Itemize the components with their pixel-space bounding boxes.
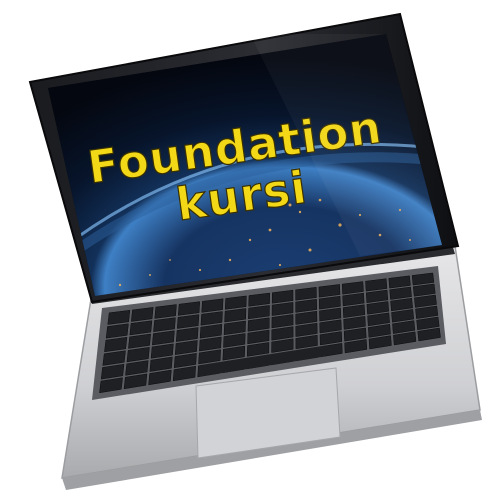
keyboard-key	[391, 309, 415, 323]
keyboard-key	[368, 335, 392, 350]
keyboard-key	[176, 314, 200, 329]
keyboard-key	[388, 275, 411, 289]
keyboard-key	[150, 343, 174, 359]
keyboard-key	[104, 336, 128, 353]
keyboard-key	[295, 298, 318, 313]
keyboard-key	[246, 342, 270, 357]
keyboard-key	[365, 278, 388, 292]
base-front-edge	[62, 410, 482, 490]
keyboard-key	[200, 311, 223, 326]
keyboard-key	[172, 365, 196, 382]
keyboard-key	[173, 353, 197, 369]
keyboard-key	[271, 289, 294, 304]
keyboard-key	[343, 316, 366, 330]
keyboard-key	[248, 305, 270, 320]
keyboard-key	[223, 333, 246, 348]
keyboard-key	[365, 289, 389, 303]
earth-horizon	[59, 142, 442, 252]
keyboard-key	[417, 327, 441, 342]
keyboard-key	[368, 323, 391, 338]
keyboard-key	[414, 294, 437, 308]
spacebar-key	[201, 345, 326, 377]
keyboard-key	[152, 330, 175, 346]
screen-wallpaper: Foundation kursi	[48, 34, 442, 296]
keyboard-key	[130, 307, 154, 322]
keyboard-key	[295, 334, 318, 350]
keyboard-key	[344, 339, 368, 354]
keyboard-key	[198, 349, 221, 365]
keyboard-key	[390, 297, 413, 312]
laptop-lid: Foundation kursi	[28, 12, 460, 304]
keyboard-key	[366, 301, 390, 315]
keyboard-key	[175, 327, 199, 342]
keyboard-key	[100, 363, 125, 380]
keyboard-key	[415, 305, 439, 319]
keyboard-key	[411, 272, 435, 286]
keyboard-key	[123, 373, 148, 390]
keyboard-key	[129, 320, 153, 336]
keyboard	[99, 272, 441, 394]
keyboard-key	[199, 323, 223, 339]
keyboard-key	[107, 309, 131, 325]
keyboard-key	[247, 329, 270, 345]
keyboard-key	[393, 331, 417, 346]
keyboard-key	[105, 323, 129, 339]
keyboard-key	[271, 338, 294, 353]
screen-glare	[250, 34, 442, 256]
keyboard-key	[125, 360, 149, 376]
keyboard-key	[367, 312, 390, 327]
keyboard-key	[318, 295, 341, 310]
keyboard-key	[154, 304, 177, 319]
keyboard-key	[271, 302, 294, 316]
keyboard-key	[201, 298, 224, 313]
city-lights	[118, 198, 411, 287]
keyboard-key	[271, 326, 294, 341]
keyboard-key	[148, 369, 172, 386]
keyboard-key	[319, 307, 342, 322]
keyboard-key	[223, 320, 246, 336]
keyboard-key	[412, 283, 436, 297]
keyboard-key	[295, 310, 318, 325]
keyboard-key	[224, 295, 247, 310]
keyboard-key	[177, 301, 201, 316]
keyboard-key	[392, 320, 416, 334]
keyboard-key	[295, 322, 318, 337]
keyboard-key	[99, 377, 123, 394]
keyboard-key	[222, 345, 246, 361]
keyboard-key	[343, 327, 367, 342]
keyboard-key	[389, 286, 412, 300]
keyboard-key	[295, 287, 317, 301]
keyboard-key	[153, 317, 176, 333]
keyboard-key	[149, 356, 173, 372]
keyboard-key	[224, 308, 247, 323]
keyboard-key	[341, 281, 364, 295]
keyboard-key	[128, 333, 151, 349]
keyboard-key	[126, 346, 150, 363]
keyboard-key	[271, 314, 294, 329]
keyboard-key	[102, 350, 126, 366]
trackpad	[195, 367, 341, 459]
keyboard-key	[199, 336, 222, 352]
keyboard-key	[342, 292, 365, 307]
keyboard-key	[342, 304, 366, 318]
keyboard-key	[174, 340, 198, 355]
keyboard-key	[319, 319, 342, 334]
keyboard-key	[247, 317, 270, 332]
keyboard-key	[318, 284, 341, 298]
keyboard-key	[248, 292, 270, 307]
keyboard-key	[319, 331, 343, 346]
keyboard-key	[416, 316, 440, 331]
